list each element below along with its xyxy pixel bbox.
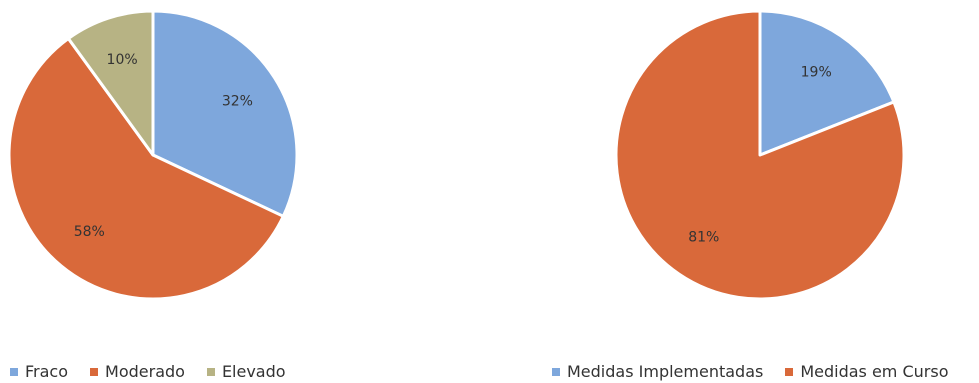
legend-item-medidas-em-curso: Medidas em Curso: [785, 362, 949, 381]
pie-right-slice-label-1: 81%: [688, 230, 719, 246]
legend-swatch-medidas-implementadas: [552, 367, 560, 376]
legend-swatch-fraco: [10, 367, 18, 376]
pie-left-slice-label-1: 58%: [74, 224, 105, 240]
pie-chart-left-svg: 32% 58% 10%: [7, 9, 299, 301]
legend-label-medidas-implementadas: Medidas Implementadas: [567, 362, 764, 381]
pie-chart-risk-level: 32% 58% 10% Fraco Moderado Elevado: [0, 0, 310, 383]
legend-item-elevado: Elevado: [206, 362, 286, 381]
legend-swatch-medidas-em-curso: [785, 367, 794, 376]
pie-chart-right-svg: 19% 81%: [614, 9, 906, 301]
legend-item-medidas-implementadas: Medidas Implementadas: [552, 362, 763, 381]
pie-right-slice-1: [614, 9, 906, 301]
legend-label-medidas-em-curso: Medidas em Curso: [800, 362, 949, 381]
legend-swatch-moderado: [90, 367, 99, 376]
legend-item-moderado: Moderado: [90, 362, 185, 381]
legend-label-elevado: Elevado: [221, 362, 286, 381]
pie-left-slice-1: [7, 37, 285, 301]
pie-left-slice-2: [66, 9, 155, 157]
legend-swatch-elevado: [206, 367, 215, 376]
pie-left-slice-0: [151, 9, 299, 218]
legend-label-moderado: Moderado: [105, 362, 185, 381]
pie-left-slice-label-0: 32%: [222, 93, 253, 109]
legend-item-fraco: Fraco: [10, 362, 68, 381]
legend-left: Fraco Moderado Elevado: [10, 362, 308, 381]
legend-label-fraco: Fraco: [25, 362, 69, 381]
legend-right: Medidas Implementadas Medidas em Curso: [552, 362, 949, 381]
pie-chart-measures: 19% 81% Medidas Implementadas Medidas em …: [540, 0, 979, 383]
pie-left-slice-label-2: 10%: [107, 52, 138, 68]
pie-right-slice-0: [758, 9, 896, 157]
pie-right-slice-label-0: 19%: [801, 64, 832, 80]
